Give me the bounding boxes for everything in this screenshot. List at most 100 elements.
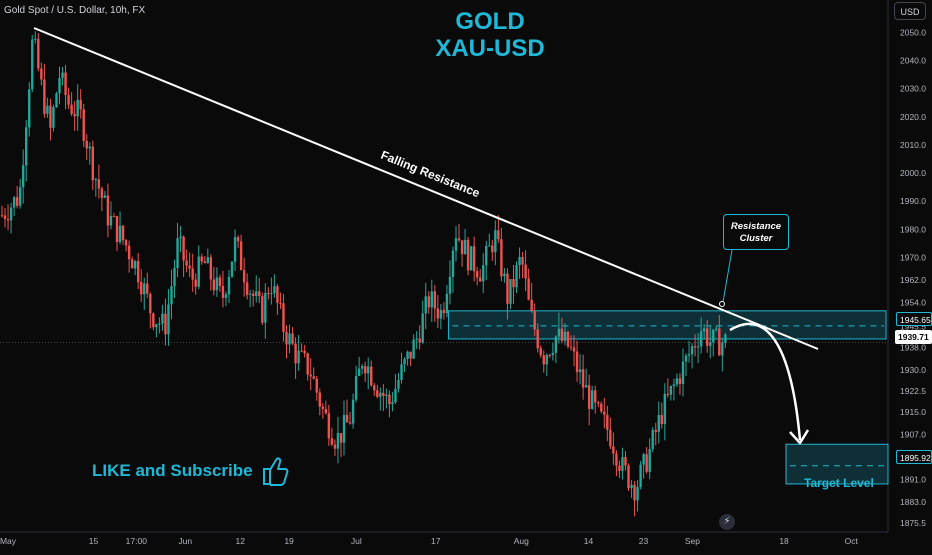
y-tick-label: 1930.0 xyxy=(900,365,926,375)
candle-body xyxy=(584,385,588,388)
y-tick-label: 2050.0 xyxy=(900,27,926,37)
candle-body xyxy=(654,429,657,432)
candle-body xyxy=(527,278,530,300)
candle-body xyxy=(276,286,279,303)
candle-body xyxy=(288,333,291,345)
candle-body xyxy=(415,338,418,340)
x-tick-label: 12 xyxy=(235,536,245,546)
candle-body xyxy=(31,39,34,90)
target-level-label: Target Level xyxy=(804,476,874,490)
falling-resistance-label: Falling Resistance xyxy=(379,148,482,201)
candle-body xyxy=(170,286,173,305)
currency-button[interactable]: USD xyxy=(894,2,926,20)
candle-body xyxy=(309,374,312,377)
thumbs-up-icon xyxy=(262,457,288,486)
candle-body xyxy=(442,309,446,314)
candle-body xyxy=(460,240,464,255)
candle-body xyxy=(67,95,70,105)
x-tick-label: Sep xyxy=(685,536,700,546)
candle-body xyxy=(524,264,527,279)
candle-body xyxy=(590,390,594,409)
candle-body xyxy=(273,286,276,293)
candle-body xyxy=(242,269,246,283)
candle-body xyxy=(52,107,55,128)
x-tick-label: Jun xyxy=(178,536,192,546)
candle-body xyxy=(103,195,107,198)
candle-body xyxy=(167,304,170,335)
candle-body xyxy=(185,260,188,266)
candle-body xyxy=(15,197,19,206)
resistance-zone xyxy=(447,310,887,340)
candle-body xyxy=(385,394,388,397)
candle-body xyxy=(718,328,721,356)
candle-body xyxy=(696,346,700,348)
y-tick-label: 1962.0 xyxy=(900,275,926,285)
candle-body xyxy=(569,346,573,348)
candle-body xyxy=(18,187,22,206)
x-tick-label: Aug xyxy=(514,536,529,546)
candle-body xyxy=(191,268,194,280)
candle-body xyxy=(724,334,727,343)
candle-body xyxy=(88,146,91,149)
candle-body xyxy=(581,369,585,388)
candle-body xyxy=(245,282,249,295)
y-tick-label: 1945.5 xyxy=(900,321,926,331)
candle-body xyxy=(675,378,679,385)
candle-body xyxy=(188,265,191,269)
candle-body xyxy=(421,313,424,343)
candle-body xyxy=(642,454,645,465)
candle-body xyxy=(97,179,101,189)
candle-body xyxy=(25,127,28,166)
candle-body xyxy=(339,433,343,443)
candle-body xyxy=(264,293,267,323)
candle-body xyxy=(182,236,185,261)
x-tick-label: 19 xyxy=(284,536,294,546)
candle-body xyxy=(578,369,582,373)
candle-body xyxy=(518,256,521,266)
candle-body xyxy=(312,376,315,379)
candle-body xyxy=(342,414,346,443)
candle-body xyxy=(615,453,618,466)
candle-body xyxy=(348,422,352,424)
candle-body xyxy=(258,291,261,297)
candle-body xyxy=(215,277,219,291)
candle-body xyxy=(321,406,325,409)
candle-body xyxy=(318,392,321,407)
candle-body xyxy=(152,313,155,328)
candle-body xyxy=(282,303,285,332)
candle-body xyxy=(146,283,149,294)
candle-body xyxy=(173,267,176,287)
candle-body xyxy=(330,438,334,445)
candle-body xyxy=(418,338,421,343)
candle-body xyxy=(684,355,688,362)
candle-body xyxy=(388,394,391,405)
candle-body xyxy=(158,323,161,325)
candle-body xyxy=(64,72,67,96)
candle-body xyxy=(457,238,461,241)
candle-body xyxy=(690,346,694,355)
price-tag-target: 1895.92 xyxy=(896,450,932,464)
candle-body xyxy=(463,239,467,255)
candle-body xyxy=(379,392,382,397)
candle-body xyxy=(106,195,110,226)
y-tick-label: 1875.5 xyxy=(900,518,926,528)
y-tick-label: 2030.0 xyxy=(900,84,926,94)
candle-body xyxy=(140,282,143,295)
candle-body xyxy=(351,399,355,424)
candle-body xyxy=(209,257,213,280)
candle-body xyxy=(121,225,125,241)
candle-body xyxy=(666,393,670,395)
candle-body xyxy=(149,293,152,314)
candle-body xyxy=(55,93,58,108)
candle-body xyxy=(706,328,709,346)
candle-body xyxy=(624,457,627,466)
lightning-icon[interactable]: ⚡ xyxy=(719,514,735,530)
candle-body xyxy=(433,291,437,309)
candle-body xyxy=(482,265,485,282)
candle-body xyxy=(430,291,433,308)
candle-body xyxy=(133,261,137,269)
candle-body xyxy=(491,245,494,253)
candle-body xyxy=(155,324,158,328)
